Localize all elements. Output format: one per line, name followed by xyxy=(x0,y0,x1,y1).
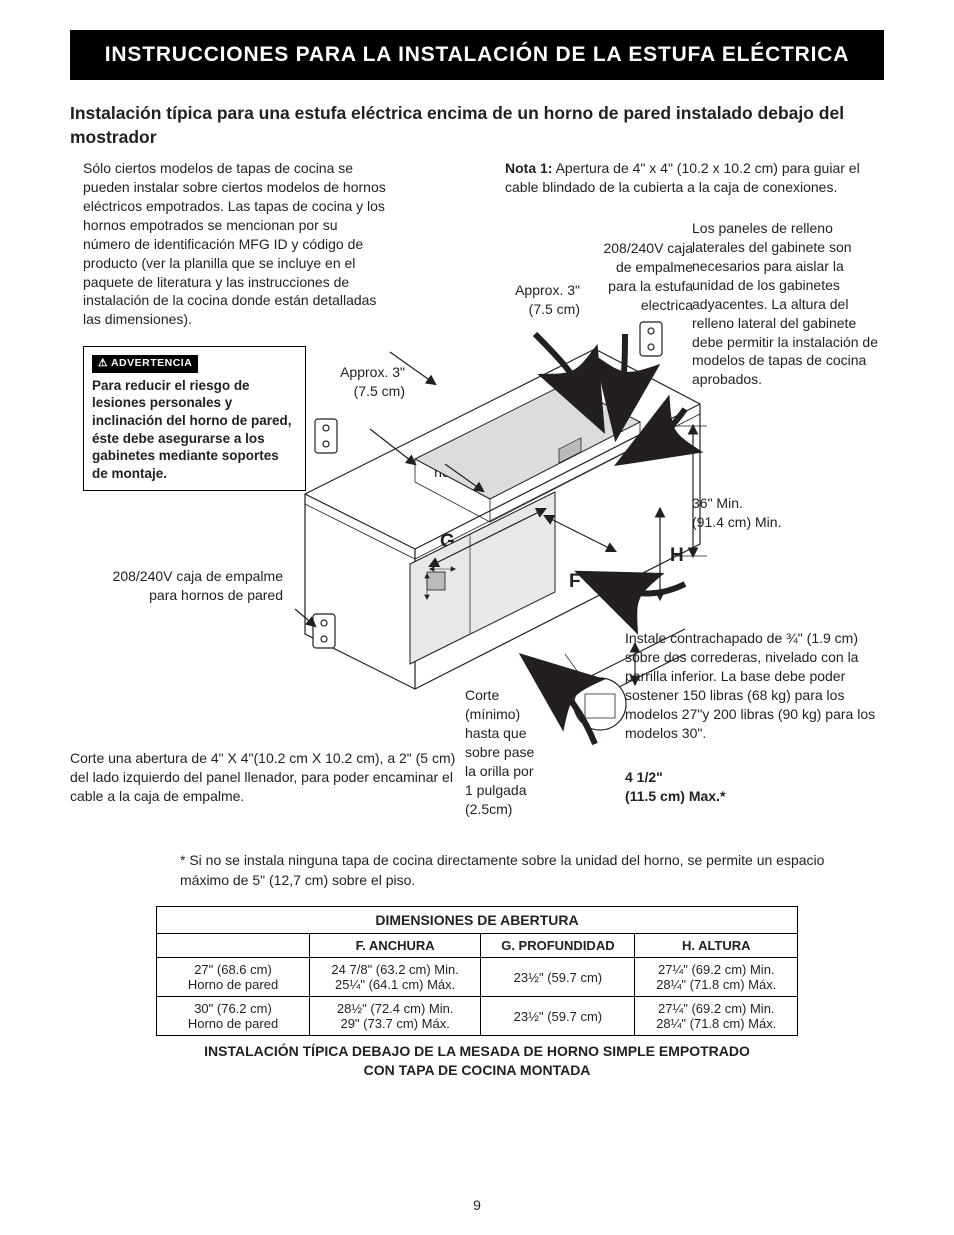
cell: 25¼" (64.1 cm) Máx. xyxy=(335,977,455,992)
cell: 23½" (59.7 cm) xyxy=(481,997,635,1036)
table-title: DIMENSIONES DE ABERTURA xyxy=(157,907,798,934)
footnote: * Si no se instala ninguna tapa de cocin… xyxy=(70,851,884,890)
note-1-text: Apertura de 4" x 4" (10.2 x 10.2 cm) par… xyxy=(505,160,860,195)
note-1-label: Nota 1: xyxy=(505,160,552,176)
col-f: F. ANCHURA xyxy=(310,934,481,958)
cell: 27¼" (69.2 cm) Min. xyxy=(658,1001,775,1016)
junction-cooktop-label: 208/240V caja de empalme para la estufa … xyxy=(593,239,693,315)
note-1: Nota 1: Apertura de 4" x 4" (10.2 x 10.2… xyxy=(505,159,875,197)
page-title-banner: INSTRUCCIONES PARA LA INSTALACIÓN DE LA … xyxy=(70,30,884,80)
table-row: 30" (76.2 cm)Horno de pared 28½" (72.4 c… xyxy=(157,997,798,1036)
cell: 27¼" (69.2 cm) Min. xyxy=(658,962,775,977)
cell: 28½" (72.4 cm) Min. xyxy=(337,1001,454,1016)
cell: 28¼" (71.8 cm) Máx. xyxy=(656,977,776,992)
dimensions-table: DIMENSIONES DE ABERTURA F. ANCHURA G. PR… xyxy=(156,906,798,1036)
warning-label: ADVERTENCIA xyxy=(92,355,198,373)
cut-opening-note: Corte una abertura de 4" X 4"(10.2 cm X … xyxy=(70,749,470,806)
cell: 30" (76.2 cm) xyxy=(194,1001,272,1016)
installation-diagram xyxy=(245,314,715,754)
intro-paragraph: Sólo ciertos modelos de tapas de cocina … xyxy=(83,159,388,329)
cell: 29" (73.7 cm) Máx. xyxy=(340,1016,449,1031)
cell: 24 7/8" (63.2 cm) Min. xyxy=(331,962,458,977)
cell: Horno de pared xyxy=(188,977,278,992)
page-number: 9 xyxy=(0,1197,954,1213)
col-g: G. PROFUNDIDAD xyxy=(481,934,635,958)
cell: Horno de pared xyxy=(188,1016,278,1031)
diagram-area: Sólo ciertos modelos de tapas de cocina … xyxy=(70,159,884,839)
cell: 23½" (59.7 cm) xyxy=(481,958,635,997)
cell: 28¼" (71.8 cm) Máx. xyxy=(656,1016,776,1031)
section-subheading: Instalación típica para una estufa eléct… xyxy=(70,102,884,149)
max-4half: 4 1/2" (11.5 cm) Max.* xyxy=(625,768,775,806)
table-caption: INSTALACIÓN TÍPICA DEBAJO DE LA MESADA D… xyxy=(70,1042,884,1080)
side-panels-note: Los paneles de relleno laterales del gab… xyxy=(692,219,882,389)
col-h: H. ALTURA xyxy=(635,934,798,958)
cell: 27" (68.6 cm) xyxy=(194,962,272,977)
page: INSTRUCCIONES PARA LA INSTALACIÓN DE LA … xyxy=(0,0,954,1235)
table-row: 27" (68.6 cm)Horno de pared 24 7/8" (63.… xyxy=(157,958,798,997)
